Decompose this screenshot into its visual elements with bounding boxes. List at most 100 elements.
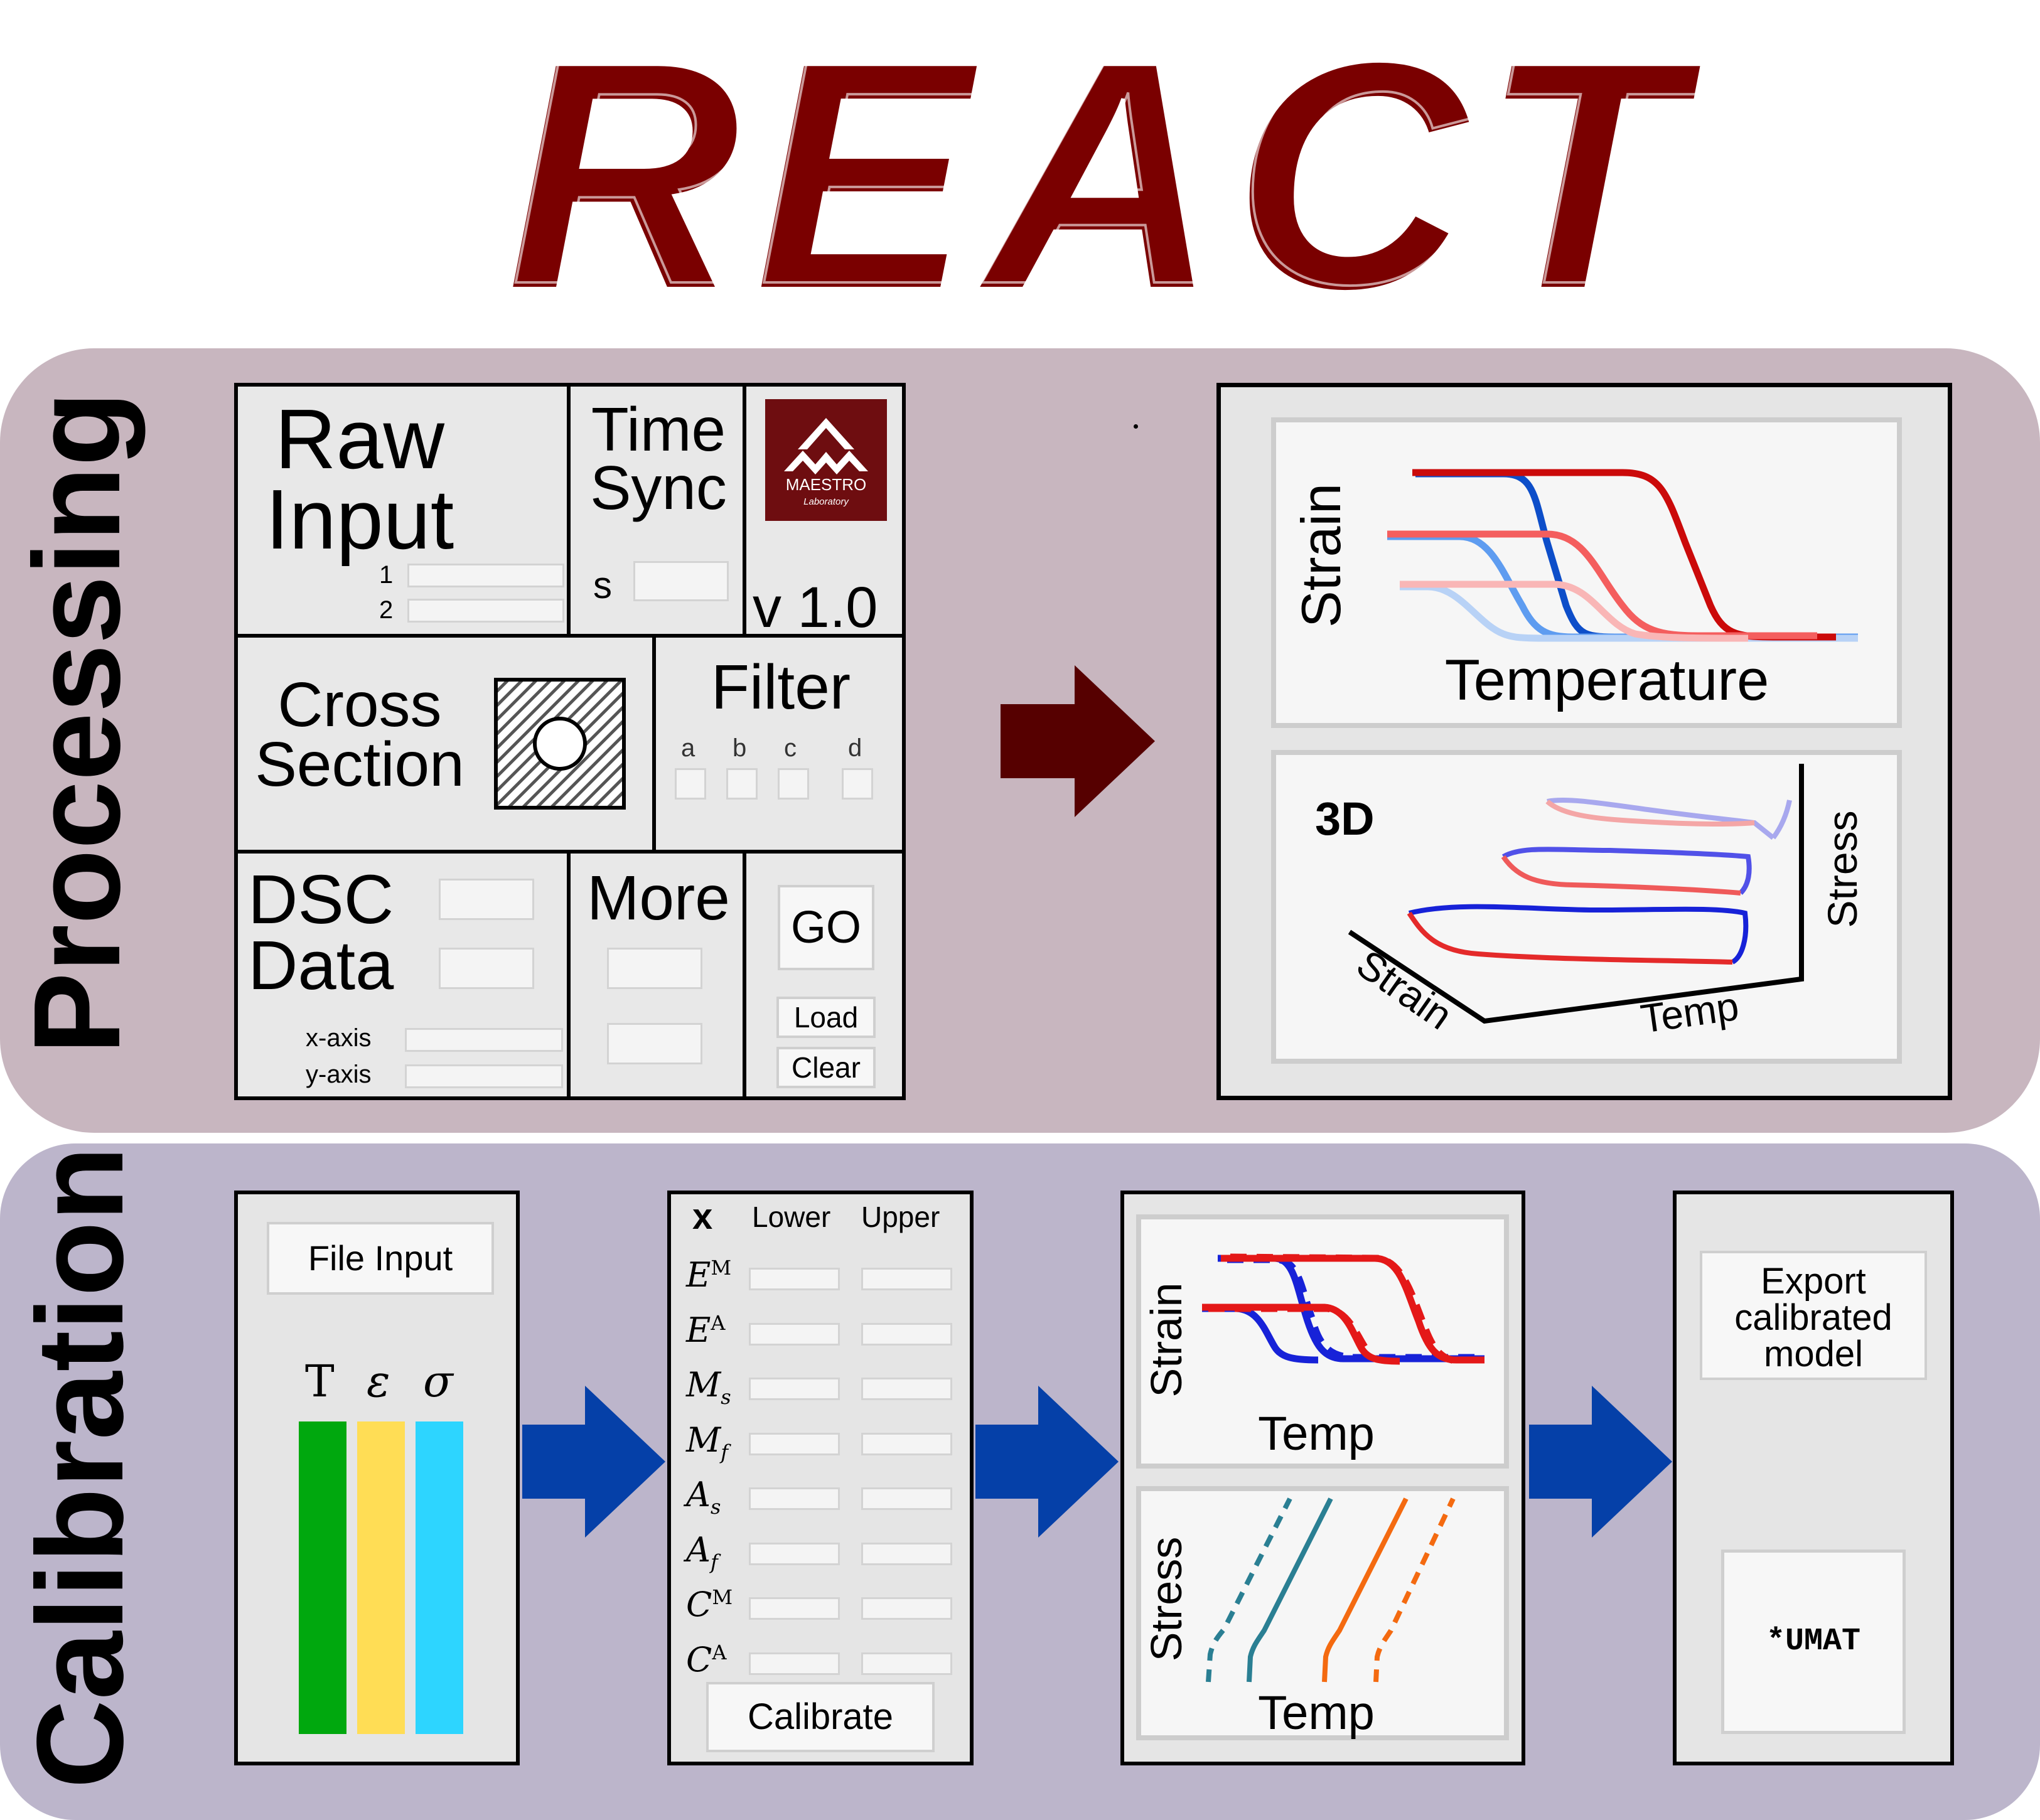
time-sync-cell: Time Sync s	[567, 383, 746, 638]
param-lower-field[interactable]	[749, 1268, 840, 1290]
svg-text:REACT: REACT	[510, 13, 1709, 314]
column-symbol-sigma: σ	[423, 1356, 453, 1407]
stress-line-orange-dashed	[1373, 1497, 1456, 1683]
cal-stress-xlabel: Temp	[1258, 1686, 1375, 1740]
param-upper-field[interactable]	[861, 1597, 952, 1620]
param-lower-field[interactable]	[749, 1432, 840, 1455]
param-symbol: A	[686, 1475, 711, 1514]
title-text: REACT	[505, 13, 1704, 314]
3d-loop-1-blue	[1409, 904, 1749, 965]
processing-arrow	[1001, 665, 1155, 817]
param-label: Af	[686, 1530, 718, 1574]
param-lower-field[interactable]	[749, 1487, 840, 1510]
dsc-data-title: DSC Data	[248, 861, 394, 1004]
column-symbol-epsilon: ε	[367, 1356, 390, 1407]
column-bar-epsilon	[357, 1421, 405, 1734]
filter-title: Filter	[711, 652, 851, 722]
time-sync-label-s: s	[593, 564, 612, 606]
go-button[interactable]: GO	[778, 885, 874, 970]
calibration-arrow-3	[1529, 1386, 1672, 1538]
actions-cell: GO Load Clear	[743, 850, 906, 1100]
column-bar-t	[299, 1421, 346, 1734]
param-lower-field[interactable]	[749, 1597, 840, 1620]
filter-option-c[interactable]	[778, 768, 809, 800]
param-upper-field[interactable]	[861, 1542, 952, 1565]
calibration-stress-plot: Stress Temp	[1136, 1486, 1509, 1740]
export-calibrated-model-button[interactable]: Export calibrated model	[1700, 1251, 1927, 1380]
stress-line-orange	[1322, 1497, 1409, 1683]
dsc-y-axis-field[interactable]	[405, 1064, 563, 1088]
calibrate-button[interactable]: Calibrate	[706, 1682, 935, 1752]
top-plot-ylabel: Strain	[1290, 483, 1352, 628]
dsc-field-2[interactable]	[439, 948, 534, 989]
more-field-1[interactable]	[607, 948, 702, 989]
param-label: EA	[686, 1310, 726, 1350]
filter-option-a[interactable]	[675, 768, 706, 800]
param-upper-field[interactable]	[861, 1322, 952, 1346]
param-symbol: M	[686, 1420, 721, 1460]
umat-output-text: *UMAT	[1766, 1624, 1861, 1659]
param-symbol: M	[686, 1365, 721, 1405]
load-button[interactable]: Load	[776, 997, 876, 1038]
param-superscript: A	[712, 1640, 727, 1664]
param-lower-field[interactable]	[749, 1322, 840, 1346]
dsc-field-1[interactable]	[439, 879, 534, 920]
3d-loop-3-tail	[1771, 800, 1792, 840]
param-header-lower: Lower	[752, 1201, 831, 1233]
maestro-logo: MAESTRO Laboratory	[765, 399, 887, 521]
dsc-x-axis-field[interactable]	[405, 1028, 563, 1052]
param-upper-field[interactable]	[861, 1652, 952, 1675]
raw-input-field-1[interactable]	[407, 564, 564, 587]
param-symbol: C	[686, 1585, 712, 1624]
filter-option-b[interactable]	[726, 768, 758, 800]
filter-option-d-label: d	[848, 734, 862, 762]
3d-loop-2-red	[1501, 855, 1741, 896]
param-label: CM	[686, 1585, 733, 1624]
param-upper-field[interactable]	[861, 1487, 952, 1510]
cross-section-icon[interactable]	[494, 678, 626, 810]
raw-input-title: Raw Input	[266, 392, 454, 567]
calibration-arrow-1	[522, 1386, 665, 1538]
param-superscript: A	[711, 1310, 726, 1335]
file-input-button[interactable]: File Input	[267, 1222, 494, 1295]
param-upper-field[interactable]	[861, 1268, 952, 1290]
react-title-logo: REACT REACT	[503, 13, 1709, 314]
filter-option-d[interactable]	[842, 768, 873, 800]
param-symbol: E	[686, 1310, 711, 1350]
param-symbol: E	[686, 1255, 711, 1295]
param-upper-field[interactable]	[861, 1432, 952, 1455]
param-lower-field[interactable]	[749, 1542, 840, 1565]
param-lower-field[interactable]	[749, 1378, 840, 1400]
param-superscript: M	[711, 1256, 732, 1280]
dsc-data-cell: DSC Data x-axis y-axis	[234, 850, 571, 1100]
param-label: Ms	[686, 1365, 731, 1409]
more-field-2[interactable]	[607, 1023, 702, 1064]
clear-button[interactable]: Clear	[776, 1047, 876, 1088]
export-button-line-1: Export	[1761, 1261, 1866, 1302]
param-header-x: x	[692, 1196, 713, 1237]
time-sync-field[interactable]	[633, 561, 729, 601]
cal-strain-red-data-2	[1208, 1305, 1372, 1355]
param-label: CA	[686, 1640, 726, 1679]
param-subscript: s	[711, 1494, 721, 1519]
stress-line-teal	[1247, 1497, 1333, 1683]
param-label: Mf	[686, 1420, 728, 1464]
3d-loop-3-blue	[1547, 797, 1775, 840]
column-symbol-t: T	[305, 1356, 335, 1407]
stray-dot	[1134, 424, 1138, 429]
maestro-logo-subtitle: Laboratory	[803, 496, 849, 507]
raw-input-field-2[interactable]	[407, 599, 564, 623]
param-subscript: f	[711, 1550, 718, 1574]
curve-blue-3	[1400, 583, 1858, 642]
param-upper-field[interactable]	[861, 1378, 952, 1400]
logo-cell: MAESTRO Laboratory v 1.0	[743, 383, 906, 640]
cross-section-title: Cross Section	[255, 670, 464, 800]
filter-option-a-label: a	[681, 734, 695, 762]
3d-plot: 3D Strain Temp Stress	[1271, 750, 1902, 1064]
3d-loop-2-blue	[1501, 847, 1752, 895]
more-cell: More	[567, 850, 746, 1100]
param-symbol: C	[686, 1639, 712, 1679]
param-lower-field[interactable]	[749, 1652, 840, 1675]
filter-option-c-label: c	[784, 734, 797, 762]
dsc-x-axis-label: x-axis	[306, 1024, 372, 1052]
